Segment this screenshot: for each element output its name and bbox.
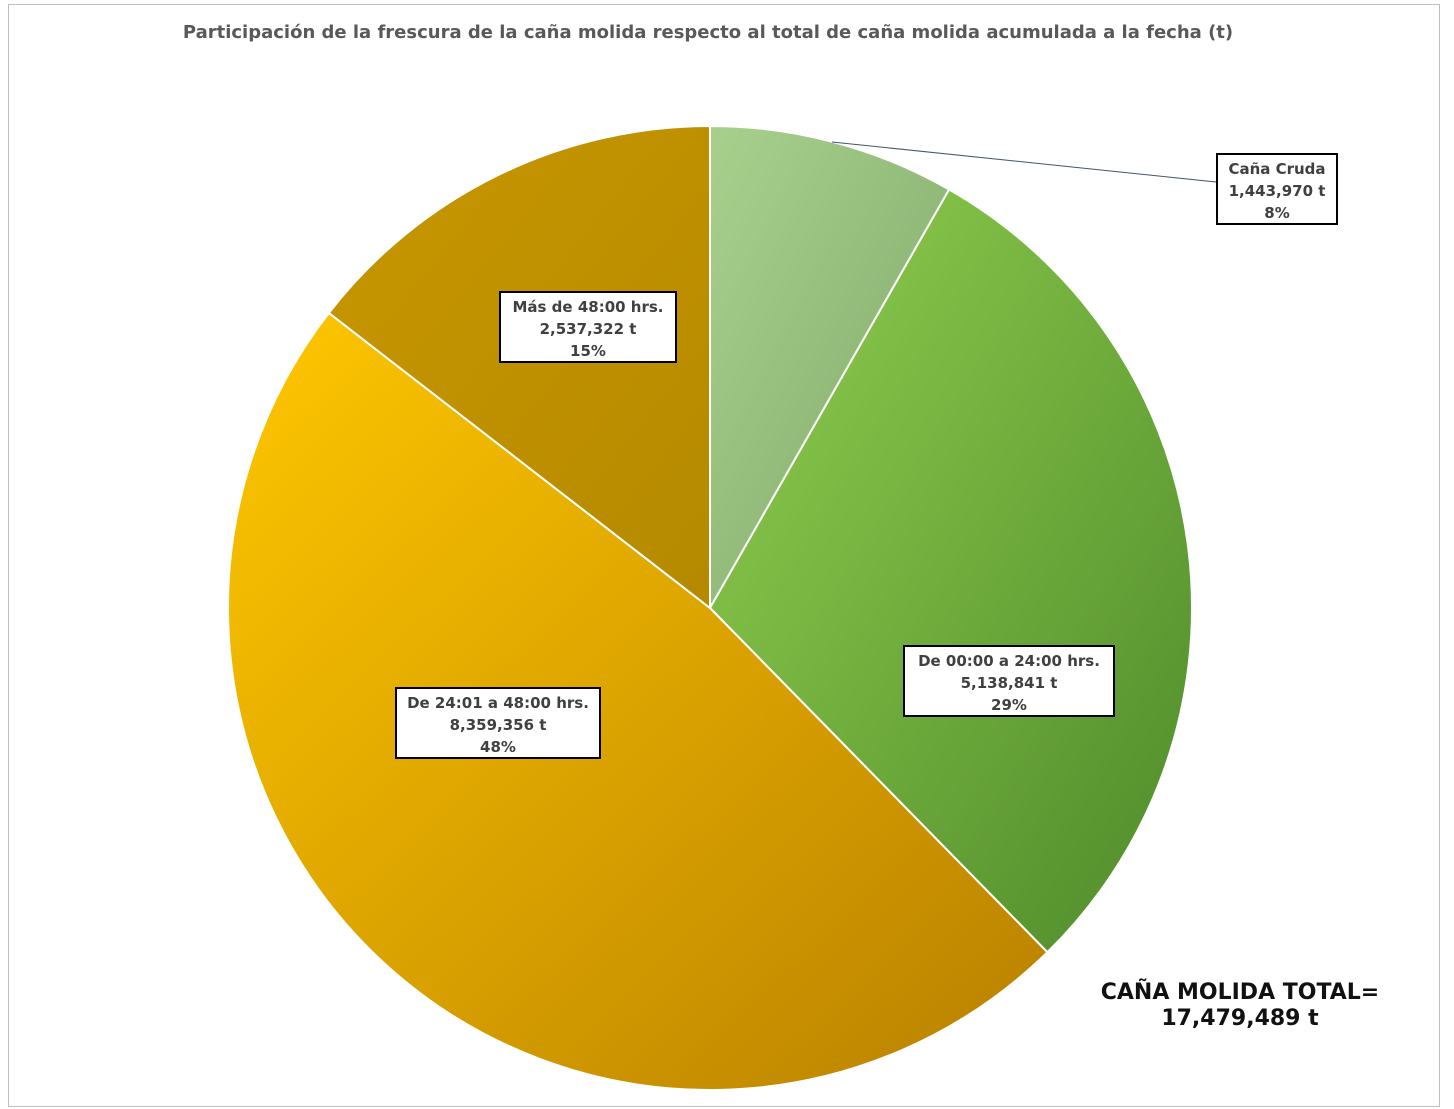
data-label-percent: 8%	[1264, 204, 1289, 222]
data-label-label: De 00:00 a 24:00 hrs.	[918, 652, 1100, 670]
total-label: CAÑA MOLIDA TOTAL=	[1080, 980, 1400, 1006]
data-label-3: De 24:01 a 48:00 hrs. 8,359,356 t 48%	[396, 688, 600, 758]
data-label-value-text: 5,138,841 t	[961, 674, 1058, 692]
data-label-label: Caña Cruda	[1228, 160, 1325, 178]
data-label-value-text: 2,537,322 t	[540, 320, 637, 338]
data-label-percent: 29%	[991, 696, 1027, 714]
data-label-1: Caña Cruda 1,443,970 t 8%	[1217, 154, 1337, 224]
data-label-value-text: 1,443,970 t	[1229, 182, 1326, 200]
data-label-percent: 15%	[570, 342, 606, 360]
data-label-label: De 24:01 a 48:00 hrs.	[407, 694, 589, 712]
data-label-4: Más de 48:00 hrs. 2,537,322 t 15%	[500, 292, 676, 362]
data-label-percent: 48%	[480, 738, 516, 756]
data-label-label: Más de 48:00 hrs.	[512, 298, 663, 316]
total-annotation: CAÑA MOLIDA TOTAL= 17,479,489 t	[1080, 980, 1400, 1032]
data-label-2: De 00:00 a 24:00 hrs. 5,138,841 t 29%	[904, 646, 1114, 716]
data-label-value-text: 8,359,356 t	[450, 716, 547, 734]
total-value: 17,479,489 t	[1080, 1006, 1400, 1032]
